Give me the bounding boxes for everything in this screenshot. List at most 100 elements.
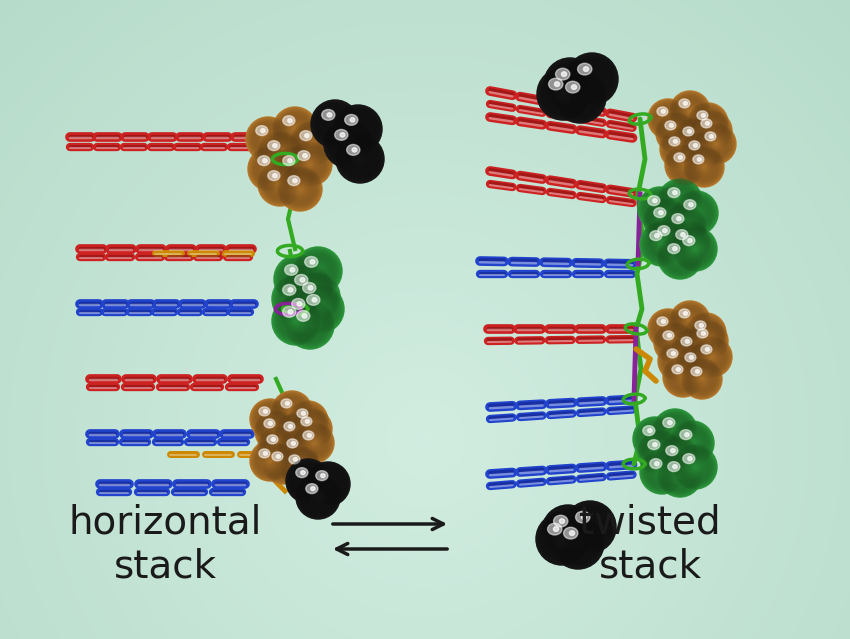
Circle shape <box>259 130 277 148</box>
Circle shape <box>299 466 301 468</box>
Circle shape <box>692 137 696 141</box>
Circle shape <box>665 185 695 217</box>
Circle shape <box>304 293 336 325</box>
Ellipse shape <box>289 455 300 464</box>
Circle shape <box>300 473 315 489</box>
Circle shape <box>302 316 319 334</box>
Circle shape <box>293 410 331 448</box>
Circle shape <box>319 307 321 311</box>
Circle shape <box>303 431 326 455</box>
Circle shape <box>706 135 725 153</box>
Circle shape <box>570 86 591 108</box>
Circle shape <box>686 313 726 353</box>
Ellipse shape <box>305 420 309 423</box>
Circle shape <box>663 206 705 248</box>
Circle shape <box>296 249 341 293</box>
Circle shape <box>668 362 699 392</box>
Circle shape <box>660 129 700 169</box>
Ellipse shape <box>312 298 317 302</box>
Circle shape <box>545 522 579 556</box>
Circle shape <box>668 125 684 141</box>
Circle shape <box>288 269 328 309</box>
Circle shape <box>688 357 705 373</box>
Circle shape <box>654 465 670 480</box>
Circle shape <box>672 93 708 128</box>
Circle shape <box>278 431 318 471</box>
Circle shape <box>688 103 728 143</box>
Circle shape <box>326 482 329 485</box>
Circle shape <box>306 160 314 168</box>
Circle shape <box>297 128 327 160</box>
Circle shape <box>584 521 596 533</box>
Circle shape <box>310 466 346 502</box>
Circle shape <box>649 219 691 259</box>
Circle shape <box>672 152 698 178</box>
Circle shape <box>289 314 303 328</box>
Circle shape <box>637 421 673 457</box>
Circle shape <box>284 265 332 313</box>
Circle shape <box>653 409 697 453</box>
Circle shape <box>693 326 723 357</box>
Circle shape <box>692 325 724 357</box>
Ellipse shape <box>308 434 311 437</box>
Circle shape <box>701 120 722 142</box>
Circle shape <box>572 509 609 545</box>
Circle shape <box>289 143 331 185</box>
Circle shape <box>297 409 320 433</box>
Ellipse shape <box>316 471 328 481</box>
Circle shape <box>575 93 585 102</box>
Circle shape <box>644 438 676 468</box>
Circle shape <box>677 233 699 253</box>
Circle shape <box>693 465 698 470</box>
Circle shape <box>684 147 724 187</box>
Circle shape <box>664 233 677 245</box>
Ellipse shape <box>304 256 318 267</box>
Circle shape <box>693 138 695 140</box>
Circle shape <box>264 413 276 425</box>
Circle shape <box>670 421 714 465</box>
Circle shape <box>284 403 300 419</box>
Circle shape <box>688 365 716 393</box>
Circle shape <box>258 413 292 449</box>
Circle shape <box>311 142 314 145</box>
Circle shape <box>655 211 677 231</box>
Circle shape <box>673 445 717 489</box>
Circle shape <box>659 440 697 479</box>
Circle shape <box>258 449 281 473</box>
Circle shape <box>700 128 733 160</box>
Circle shape <box>343 114 373 144</box>
Circle shape <box>677 427 707 459</box>
Circle shape <box>694 112 731 150</box>
Circle shape <box>280 114 310 144</box>
Circle shape <box>294 433 296 435</box>
Circle shape <box>296 285 344 333</box>
Circle shape <box>649 231 675 257</box>
Circle shape <box>700 378 703 380</box>
Circle shape <box>256 412 294 450</box>
Circle shape <box>331 127 365 161</box>
Circle shape <box>665 334 683 353</box>
Circle shape <box>309 298 332 320</box>
Circle shape <box>581 68 603 89</box>
Circle shape <box>280 461 286 468</box>
Circle shape <box>639 424 671 454</box>
Circle shape <box>680 235 696 250</box>
Circle shape <box>296 185 304 193</box>
Circle shape <box>673 305 706 337</box>
Circle shape <box>289 292 303 306</box>
Circle shape <box>658 468 666 476</box>
Circle shape <box>280 261 316 297</box>
Circle shape <box>310 440 318 447</box>
Circle shape <box>649 100 687 138</box>
Circle shape <box>680 223 688 231</box>
Circle shape <box>693 247 698 252</box>
Ellipse shape <box>677 367 680 371</box>
Circle shape <box>569 505 611 548</box>
Circle shape <box>560 537 564 541</box>
Circle shape <box>273 429 277 433</box>
Circle shape <box>297 277 299 281</box>
Circle shape <box>676 155 694 174</box>
Circle shape <box>265 447 301 482</box>
Circle shape <box>659 227 682 250</box>
Circle shape <box>648 99 688 139</box>
